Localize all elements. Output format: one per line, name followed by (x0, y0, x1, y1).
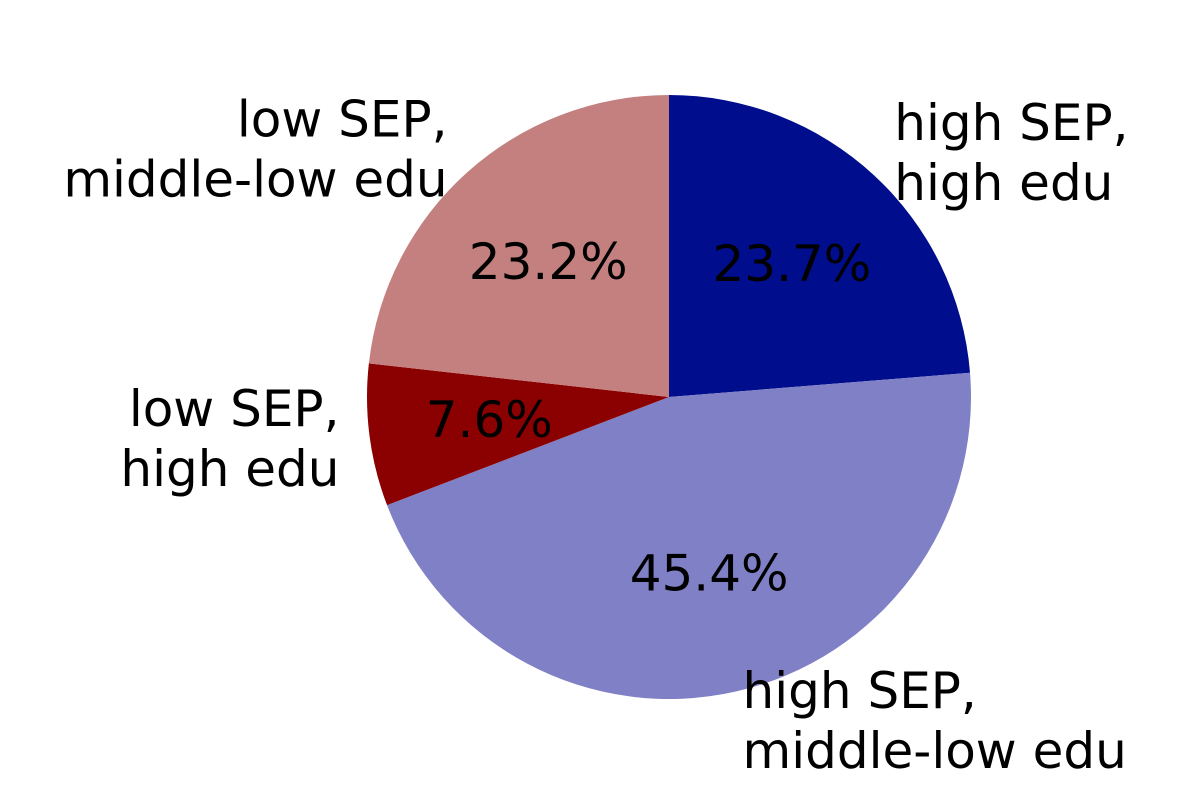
category-label-line: high edu (894, 154, 1113, 212)
category-label-low-sep-middle-low-edu: low SEP, middle-low edu (63, 90, 447, 208)
category-label-line: middle-low edu (63, 150, 447, 208)
category-label-line: high SEP, (894, 94, 1128, 152)
category-label-high-sep-middle-low-edu: high SEP, middle-low edu (743, 662, 1127, 780)
pie-slice-high-sep-high-edu (669, 95, 971, 397)
pct-label-low-sep-middle-low-edu: 23.2% (469, 233, 628, 291)
pie-slice-high-sep-middle-low-edu (387, 372, 971, 700)
category-label-line: middle-low edu (743, 722, 1127, 780)
pie-slice-low-sep-middle-low-edu (368, 94, 669, 398)
pie-slices (367, 94, 971, 700)
pie-slice-low-sep-high-edu (367, 363, 669, 506)
category-label-high-sep-high-edu: high SEP, high edu (894, 94, 1128, 212)
category-label-line: high edu (120, 440, 339, 498)
percentage-labels: 23.7% 45.4% 7.6% 23.2% (426, 233, 872, 603)
category-label-line: high SEP, (743, 662, 977, 720)
category-label-line: low SEP, (129, 380, 340, 438)
pct-label-low-sep-high-edu: 7.6% (426, 391, 553, 449)
category-label-low-sep-high-edu: low SEP, high edu (120, 380, 339, 498)
pct-label-high-sep-middle-low-edu: 45.4% (630, 545, 789, 603)
category-label-line: low SEP, (237, 90, 448, 148)
pct-label-high-sep-high-edu: 23.7% (712, 235, 871, 293)
